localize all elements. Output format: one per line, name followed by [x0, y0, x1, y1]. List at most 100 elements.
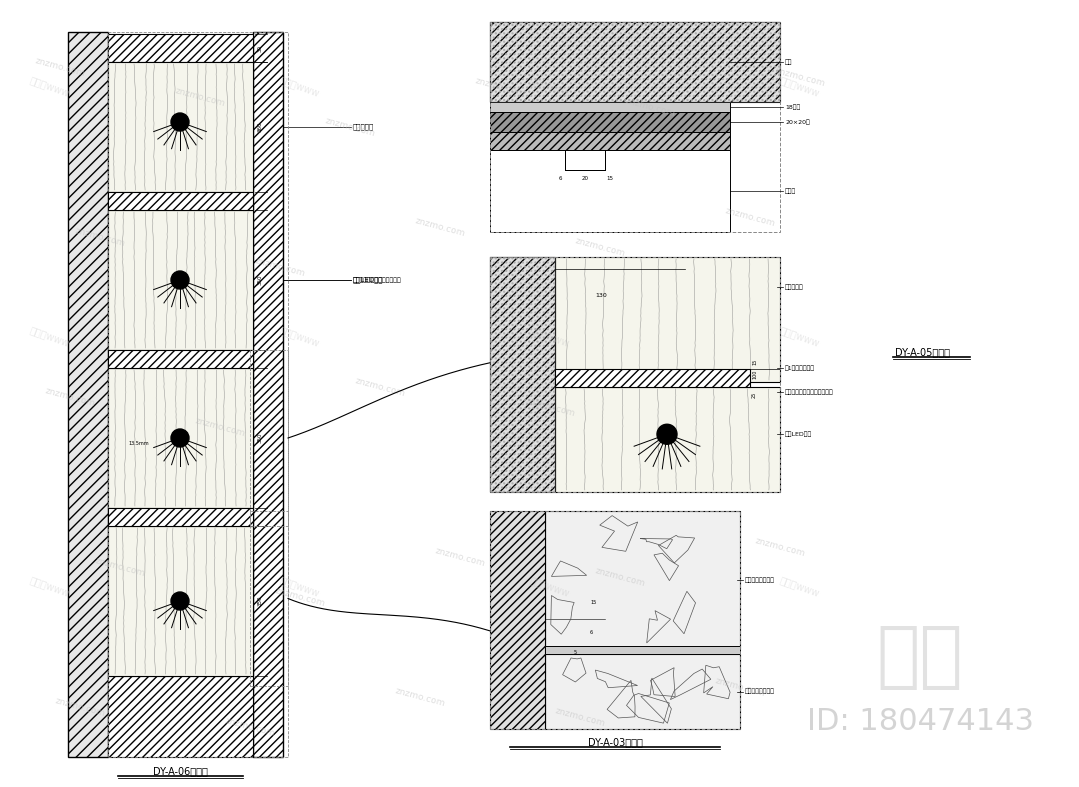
Bar — [490, 257, 555, 492]
Bar — [490, 511, 740, 729]
Text: znzmo.com: znzmo.com — [194, 416, 246, 438]
Circle shape — [170, 592, 189, 610]
Text: 饰板收墙板: 饰板收墙板 — [353, 124, 374, 131]
Text: DY-A-05大样图: DY-A-05大样图 — [894, 347, 950, 357]
Text: znzmo.com: znzmo.com — [754, 536, 806, 558]
Circle shape — [170, 271, 189, 289]
Text: 饰板收墙板: 饰板收墙板 — [786, 284, 804, 290]
Text: znzmo.com: znzmo.com — [54, 696, 106, 718]
Text: 知末网www: 知末网www — [529, 575, 571, 599]
Bar — [555, 369, 750, 387]
Text: znzmo.com: znzmo.com — [414, 216, 466, 238]
Text: 30: 30 — [258, 45, 263, 51]
Text: znzmo.com: znzmo.com — [554, 706, 606, 728]
Text: 15: 15 — [752, 359, 757, 365]
Text: 100: 100 — [752, 370, 757, 379]
Text: znzmo.com: znzmo.com — [394, 686, 446, 708]
Bar — [490, 257, 780, 492]
Text: ID: 180474143: ID: 180474143 — [806, 708, 1034, 737]
Bar — [490, 102, 730, 112]
Text: 暗藏LED灯带: 暗藏LED灯带 — [353, 277, 383, 283]
Text: 15: 15 — [590, 600, 597, 605]
Bar — [545, 654, 740, 729]
Text: znzmo.com: znzmo.com — [593, 566, 646, 588]
Bar — [490, 112, 730, 132]
Text: znzmo.com: znzmo.com — [524, 396, 576, 418]
Text: DY-A-03大样图: DY-A-03大样图 — [588, 737, 642, 747]
Bar — [108, 368, 252, 508]
Text: znzmo.com: znzmo.com — [574, 236, 626, 258]
Text: znzmo.com: znzmo.com — [674, 366, 726, 388]
Bar — [250, 511, 288, 686]
Text: znzmo.com: znzmo.com — [724, 206, 776, 228]
Circle shape — [170, 429, 189, 447]
Bar — [490, 132, 730, 150]
Bar — [108, 676, 252, 757]
Text: znzmo.com: znzmo.com — [324, 116, 377, 138]
Bar — [490, 22, 780, 232]
Bar — [490, 22, 780, 102]
Bar — [490, 511, 545, 729]
Text: znzmo.com: znzmo.com — [274, 586, 326, 608]
Text: 350: 350 — [258, 596, 263, 606]
Bar — [108, 210, 252, 350]
Text: 踢脚板: 踢脚板 — [786, 188, 796, 194]
Circle shape — [657, 424, 677, 444]
Text: znzmo.com: znzmo.com — [33, 56, 86, 78]
Text: znzmo.com: znzmo.com — [354, 376, 406, 398]
Text: 6: 6 — [558, 176, 562, 181]
Text: 知末网www: 知末网www — [529, 325, 571, 349]
Bar — [545, 511, 740, 649]
Bar — [108, 34, 252, 62]
Bar — [490, 22, 780, 102]
Bar — [108, 62, 252, 192]
Circle shape — [170, 113, 189, 131]
Text: DY-A-06大样图: DY-A-06大样图 — [152, 766, 207, 776]
Text: 地板: 地板 — [786, 59, 792, 65]
Text: znzmo.com: znzmo.com — [74, 226, 126, 248]
Bar — [252, 32, 283, 757]
Text: znzmo.com: znzmo.com — [254, 256, 306, 278]
Text: 20: 20 — [582, 176, 588, 181]
Text: znzmo.com: znzmo.com — [474, 76, 527, 98]
Text: znzmo.com: znzmo.com — [44, 386, 96, 408]
Bar — [490, 257, 555, 492]
Text: 6: 6 — [590, 630, 593, 635]
Text: znzmo.com: znzmo.com — [94, 556, 146, 578]
Text: 石材面板收边构造: 石材面板收边构造 — [745, 577, 775, 583]
Text: 知末网www: 知末网www — [278, 575, 322, 599]
Text: 知末网www: 知末网www — [278, 76, 322, 99]
Bar — [250, 350, 288, 526]
Bar — [555, 257, 780, 382]
Text: 暗藏LED灯带: 暗藏LED灯带 — [786, 431, 812, 437]
Text: 20×20槽: 20×20槽 — [786, 119, 809, 125]
Bar — [490, 150, 730, 232]
Text: 石材面板收边构造: 石材面板收边构造 — [745, 689, 775, 694]
Bar — [68, 32, 108, 757]
Text: 25: 25 — [752, 392, 757, 398]
Text: 18底板: 18底板 — [786, 104, 801, 110]
Text: znzmo.com: znzmo.com — [624, 96, 677, 118]
Text: 知末网www: 知末网www — [29, 76, 71, 99]
Bar — [108, 508, 252, 526]
Bar — [108, 526, 252, 676]
Bar — [565, 150, 605, 170]
Bar — [108, 32, 288, 757]
Text: znzmo.com: znzmo.com — [714, 676, 766, 698]
Text: 知末网www: 知末网www — [779, 325, 821, 349]
Text: 130: 130 — [595, 293, 606, 298]
Text: 知末网www: 知末网www — [29, 325, 71, 349]
Text: 铝1型钢收边构造: 铝1型钢收边构造 — [786, 365, 815, 371]
Text: 知末网www: 知末网www — [278, 325, 322, 349]
Text: 15: 15 — [606, 176, 614, 181]
Text: 350: 350 — [258, 275, 263, 285]
Text: 木木纹铝板色铝型材固定构造: 木木纹铝板色铝型材固定构造 — [786, 390, 834, 395]
Text: 知末网www: 知末网www — [529, 76, 571, 99]
Text: znzmo.com: znzmo.com — [224, 716, 276, 738]
Text: 350: 350 — [258, 433, 263, 443]
Text: znzmo.com: znzmo.com — [434, 546, 486, 568]
Text: 360: 360 — [258, 122, 263, 132]
Text: znzmo.com: znzmo.com — [774, 66, 827, 88]
Bar — [555, 387, 780, 492]
Text: 13.5mm: 13.5mm — [128, 441, 149, 445]
